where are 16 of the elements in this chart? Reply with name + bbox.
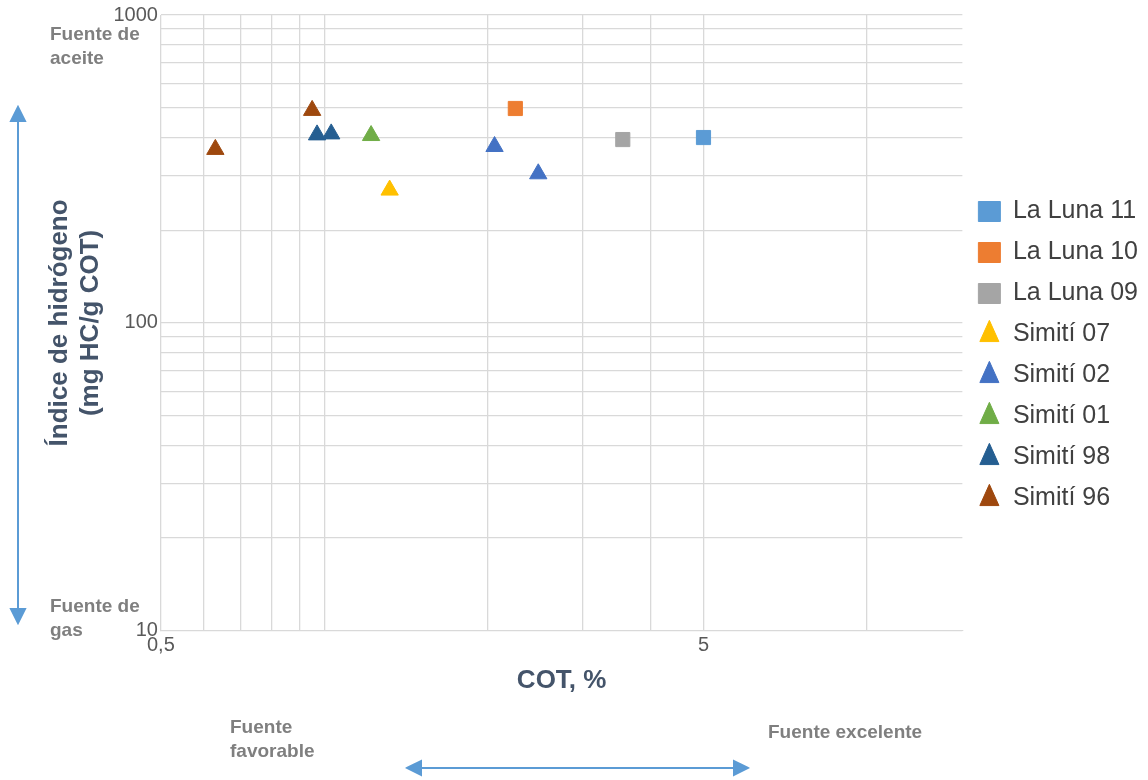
source-note: Fuente favorable <box>230 715 316 763</box>
y-tick-label: 100 <box>124 310 158 333</box>
legend-label: La Luna 09 <box>1012 277 1138 306</box>
legend-label: Simití 07 <box>1012 318 1111 347</box>
source-note: Fuente de aceite <box>50 22 141 70</box>
x-tick-label: 5 <box>697 633 710 656</box>
legend-label: Simití 98 <box>1012 441 1111 470</box>
y-axis-title: Índice de hidrógeno (mg HC/g COT) <box>42 199 104 447</box>
legend-label: Simití 01 <box>1012 400 1111 429</box>
y-tick-label: 1000 <box>113 2 158 25</box>
x-axis-title: COT, % <box>516 663 607 694</box>
legend-label: La Luna 11 <box>1012 195 1137 224</box>
legend-label: Simití 96 <box>1012 482 1111 511</box>
source-note: Fuente excelente <box>768 720 924 744</box>
legend-label: Simití 02 <box>1012 359 1111 388</box>
legend-label: La Luna 10 <box>1012 236 1138 265</box>
